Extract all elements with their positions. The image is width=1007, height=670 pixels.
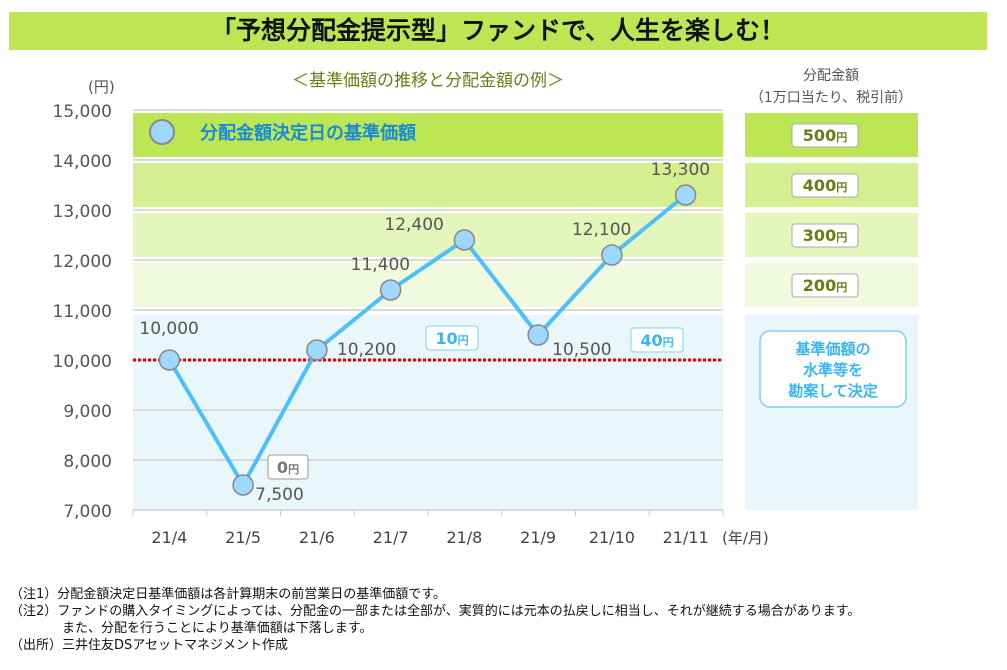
right-panel-subheader: （1万口当たり、税引前）	[750, 89, 912, 106]
amount-badge-400	[791, 173, 859, 198]
data-label: 10,200	[337, 340, 396, 360]
y-tick-label: 8,000	[63, 452, 112, 472]
y-tick-label: 10,000	[53, 352, 112, 372]
data-label: 7,500	[255, 485, 304, 505]
data-label: 12,400	[384, 215, 443, 235]
note-2-cont: また、分配を行うことにより基準価額は下落します。	[10, 621, 373, 636]
decision-note-line: 基準価額の	[794, 340, 870, 358]
y-tick-label: 9,000	[63, 402, 112, 422]
chart-title: ＜基準価額の推移と分配金額の例＞	[292, 71, 564, 91]
amount-label-500: 500円	[803, 126, 847, 145]
data-label: 10,000	[139, 319, 198, 339]
amount-label-200: 200円	[803, 276, 847, 295]
distribution-badge	[267, 454, 309, 480]
x-axis-label: (年/月)	[722, 529, 769, 547]
right-panel-header: 分配金額	[803, 68, 859, 84]
x-tick-label: 21/11	[663, 528, 709, 547]
y-axis-label: (円)	[88, 78, 115, 96]
data-point	[379, 279, 402, 301]
page-title: 「予想分配金提示型」ファンドで、人生を楽しむ！	[9, 12, 987, 50]
amount-badge-200	[791, 273, 859, 298]
x-tick-label: 21/5	[225, 528, 261, 547]
band-300	[133, 213, 723, 257]
y-tick-label: 13,000	[53, 202, 112, 222]
x-tick-label: 21/8	[446, 528, 482, 547]
distribution-badge	[425, 325, 479, 351]
amount-label-300: 300円	[803, 226, 847, 245]
decision-note-box	[759, 330, 907, 408]
data-label: 13,300	[651, 160, 710, 180]
distribution-badge	[630, 327, 684, 353]
data-point	[453, 229, 476, 251]
distribution-label: 40円	[640, 331, 673, 350]
footnotes: （注1）分配金額決定日基準価額は各計算期末の前営業日の基準価額です。 （注2）フ…	[10, 586, 860, 654]
band-400	[133, 163, 723, 207]
distribution-label: 0円	[277, 458, 299, 477]
data-point	[232, 474, 254, 496]
note-2: （注2）ファンドの購入タイミングによっては、分配金の一部または全部が、実質的には…	[10, 604, 861, 619]
distribution-label: 10円	[435, 329, 468, 348]
x-tick-label: 21/6	[299, 528, 335, 547]
data-label: 11,400	[351, 255, 410, 275]
y-tick-label: 15,000	[53, 102, 112, 122]
decision-note-line: 勘案して決定	[788, 382, 878, 400]
data-point	[306, 339, 328, 361]
band-500	[133, 113, 723, 157]
band-200	[133, 263, 723, 307]
legend-label: 分配金額決定日の基準価額	[200, 122, 416, 144]
amount-label-400: 400円	[803, 176, 847, 195]
series-line	[167, 193, 687, 490]
chart: 500円 400円 300円 200円 7,000 8,000 9,000 10,000 11,…	[53, 68, 918, 547]
y-tick-label: 11,000	[53, 302, 112, 322]
amount-badge-500	[791, 123, 859, 148]
data-label: 10,500	[552, 340, 611, 360]
data-label: 12,100	[572, 220, 631, 240]
amount-badge-300	[791, 223, 859, 248]
y-tick-label: 14,000	[53, 152, 112, 172]
x-tick-label: 21/9	[520, 528, 556, 547]
data-point	[674, 184, 697, 206]
data-point	[601, 244, 623, 266]
note-1: （注1）分配金額決定日基準価額は各計算期末の前営業日の基準価額です。	[10, 587, 446, 602]
decision-note-line: 水準等を	[803, 361, 863, 379]
note-source: （出所）三井住友DSアセットマネジメント作成	[10, 638, 289, 653]
legend-marker	[149, 119, 175, 145]
data-point	[158, 349, 181, 371]
x-tick-label: 21/4	[151, 528, 187, 547]
data-point	[527, 324, 549, 346]
y-tick-label: 12,000	[53, 252, 112, 272]
x-tick-label: 21/7	[373, 528, 409, 547]
x-tick-label: 21/10	[589, 528, 635, 547]
y-tick-label: 7,000	[63, 502, 112, 522]
